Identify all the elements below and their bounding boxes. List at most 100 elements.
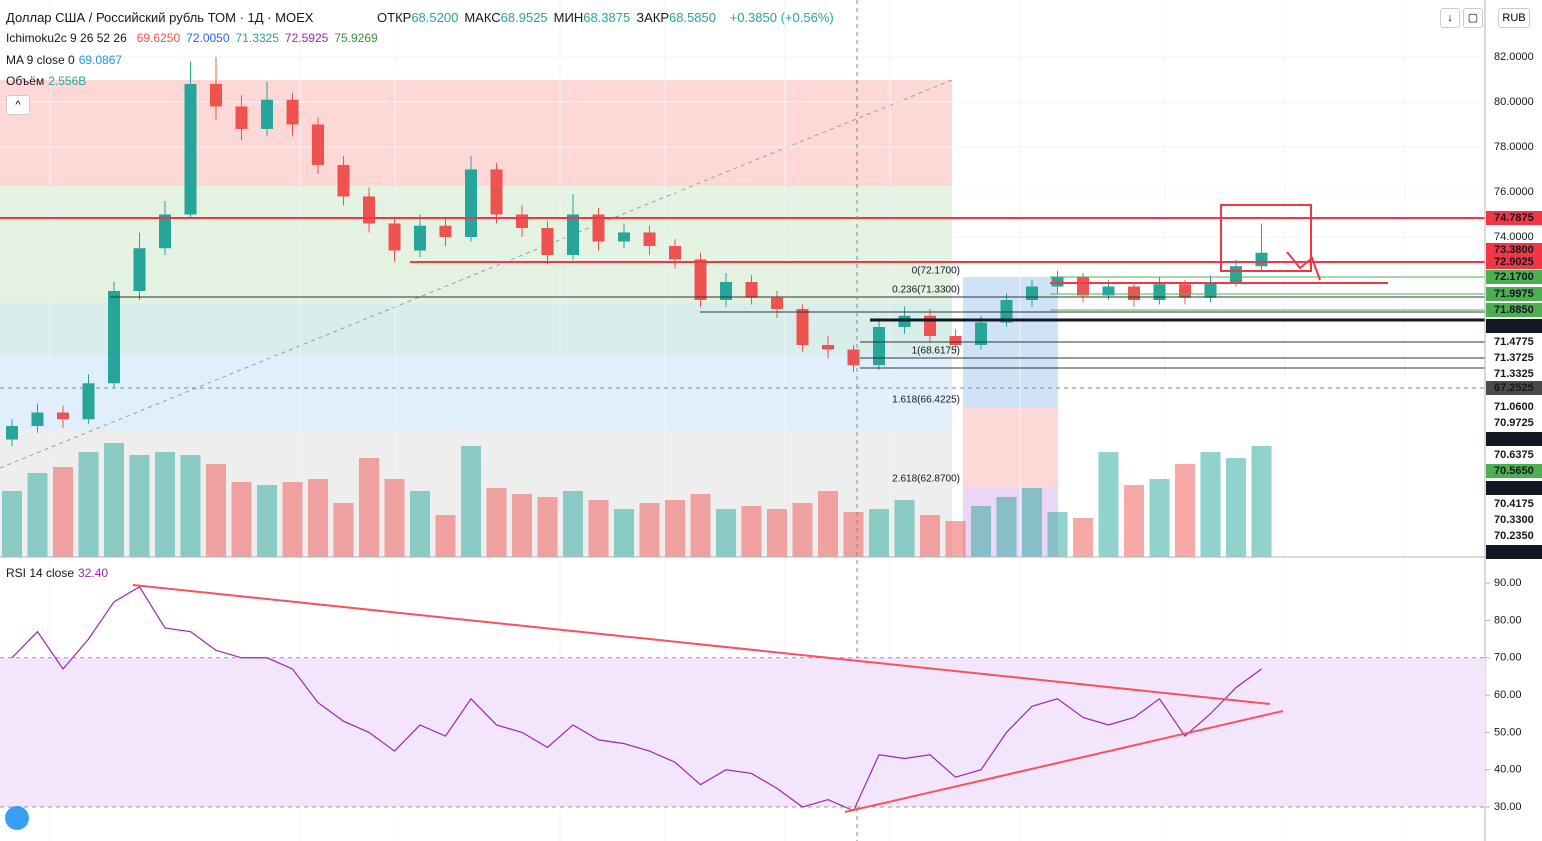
volume-bar [1073,518,1093,557]
volume-bar [308,479,328,557]
candle-body [643,232,656,246]
price-tag [1486,335,1542,349]
candle-body [312,124,324,165]
volume-bar [104,443,124,557]
arrow [1286,251,1321,281]
volume-bar [1124,485,1144,557]
fib-zone [963,407,1058,487]
price-tag [1486,243,1542,257]
price-tag [1486,400,1542,414]
candle-body [669,245,681,260]
y-tick-label: 80.0000 [1494,96,1534,108]
fullscreen-button[interactable]: ▢ [1463,8,1483,28]
price-tag [1486,448,1542,462]
candle-body [1204,281,1217,298]
volume-bar [818,491,838,557]
candle-body [592,214,605,242]
candle-body [184,83,197,215]
candle-body [771,297,783,309]
trend-line [0,79,953,469]
change: +0.3850 (+0.56%) [729,10,834,25]
y-tick-label: 60.00 [1494,689,1522,701]
collapse-button[interactable]: ^ [6,95,30,115]
indicator-value: 69.0867 [78,53,123,67]
zone [0,356,952,430]
ma-legend: MA 9 close 0 69.0867 [6,53,126,67]
zone [0,80,952,186]
indicator-name: Ichimoku2c 9 26 52 26 [6,31,127,45]
fib-label: 2.618(62.8700) [892,474,960,485]
rsi-legend: RSI 14 close 32.40 [6,566,112,580]
fib-label: 0(72.1700) [912,266,960,277]
candle-body [82,383,95,420]
volume-bar [741,506,762,557]
price-tag-label: 70.2350 [1494,530,1534,542]
candle-body [210,83,222,107]
volume-bar [359,458,379,557]
volume [2,443,1272,557]
symbol-title: Доллар США / Российский рубль ТОМ · 1Д ·… [6,10,314,25]
volume-bar [1200,452,1221,557]
candle-body [133,248,146,291]
volume-bar [27,473,48,557]
candle-body [822,345,834,350]
indicator-value: 71.3325 [235,31,279,45]
candle-body [388,223,401,251]
y-tick-label: 50.00 [1494,726,1522,738]
price-tag-label: 70.2050 [1494,546,1534,558]
price-tag [1486,513,1542,527]
ohlc-label: ЗАКР [636,10,669,25]
candle-body [337,164,350,197]
candle-body [567,214,579,255]
price-tag-label: 71.4775 [1494,336,1534,348]
indicator-value: 72.0050 [186,31,230,45]
y-tick-label: 30.00 [1494,801,1522,813]
price-tag-label: 70.7325 [1494,433,1534,445]
rsi-pane: 90.00 80.00 70.00 60.00 50.00 40.00 30.00 [0,577,1522,813]
price-tag [1486,381,1542,395]
rsi-line [11,586,1262,812]
zone [0,303,952,356]
volume-bar [537,497,558,557]
volume-bar [435,515,456,557]
price-tag-label: 70.4900 [1494,482,1534,494]
price-tag-label: 70.3300 [1494,514,1534,526]
candle-body [694,259,707,300]
candle-body [1230,266,1242,282]
candle-body [873,326,885,366]
currency-button[interactable]: RUB [1498,8,1530,28]
price-tag [1486,367,1542,381]
download-button[interactable]: ↓ [1440,8,1460,28]
candle-body [6,426,18,440]
volume-bar [1022,488,1042,557]
ohlc: ОТКР68.5200 МАКС68.9525 МИН68.3875 ЗАКР68.5… [377,10,722,25]
price-tag [1486,270,1542,284]
price-tag-label: 70.9725 [1494,417,1534,429]
volume-bar [690,494,711,557]
candle-body [618,232,630,242]
volume-bar [231,482,252,557]
ichimoku-legend: Ichimoku2c 9 26 52 26 69.6250 72.0050 71.33… [6,31,382,45]
volume-bar [639,503,660,557]
price-tag [1486,351,1542,365]
candle-body [439,225,452,237]
indicator-value: 72.5925 [284,31,329,45]
volume-bar [945,521,966,557]
price-tag-label: 71.8850 [1494,304,1534,316]
price-tag [1486,255,1542,269]
price-tag-label: 67.2525 [1494,382,1534,394]
candle-body [235,106,248,129]
indicator-value: 32.40 [78,566,109,580]
candles [6,56,1268,447]
trend-line [132,584,1271,705]
volume-bar [384,479,405,557]
candle-body [745,281,758,298]
price-tag-label: 71.3325 [1494,368,1534,380]
volume-bar [894,500,915,557]
price-tag [1486,545,1542,559]
price-tag-label: 72.1700 [1494,271,1534,283]
y-tick-label: 90.00 [1494,577,1522,589]
candle-body [516,214,528,228]
candle-body [796,308,809,346]
